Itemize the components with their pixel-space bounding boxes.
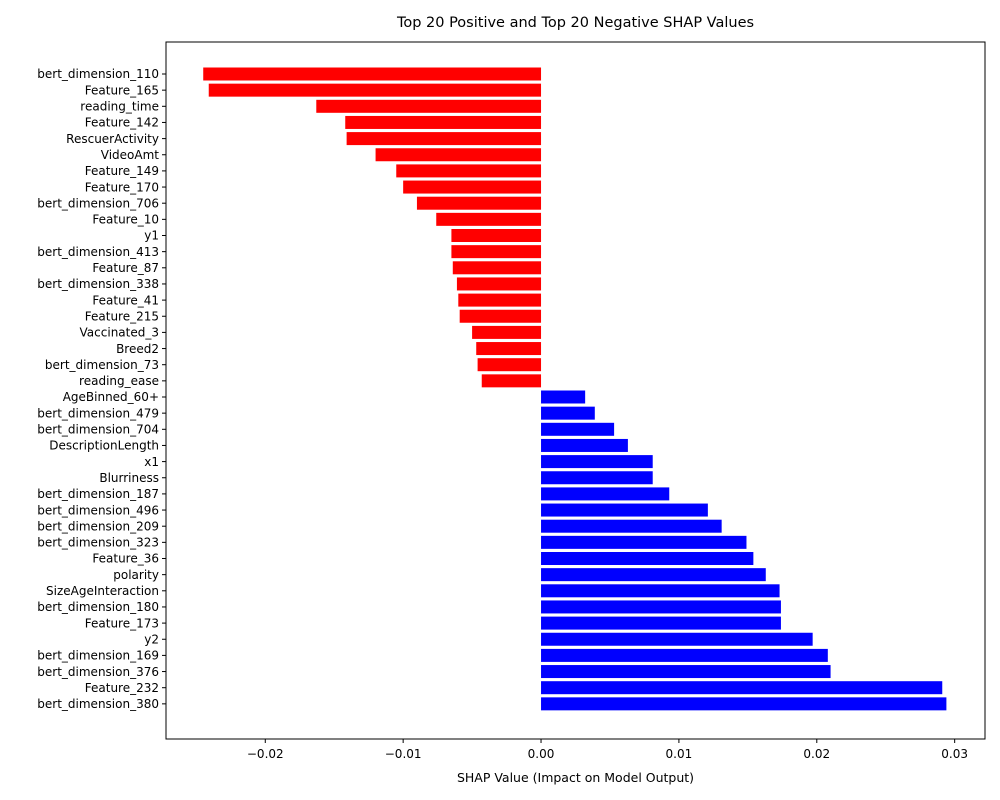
y-tick-label: reading_ease (79, 374, 159, 388)
y-tick-label: bert_dimension_73 (45, 358, 159, 372)
bar-SizeAgeInteraction (541, 584, 780, 598)
x-tick-label: 0.01 (666, 747, 693, 761)
bar-bert_dimension_380 (541, 697, 947, 711)
y-tick-label: x1 (144, 455, 159, 469)
bar-Feature_87 (452, 261, 542, 275)
bar-Feature_41 (458, 293, 542, 307)
y-tick-label: bert_dimension_209 (37, 519, 159, 533)
chart-title: Top 20 Positive and Top 20 Negative SHAP… (396, 15, 754, 31)
y-tick-label: Vaccinated_3 (80, 326, 159, 340)
bar-DescriptionLength (541, 438, 628, 452)
y-tick-label: y2 (144, 632, 159, 646)
bars-layer (203, 67, 947, 711)
bar-Feature_149 (396, 164, 542, 178)
y-tick-label: Blurriness (99, 471, 159, 485)
bar-x1 (541, 455, 653, 469)
y-tick-label: y1 (144, 229, 159, 243)
y-tick-label: bert_dimension_169 (37, 649, 159, 663)
y-tick-label: Feature_41 (92, 293, 159, 307)
y-tick-label: Feature_232 (85, 681, 159, 695)
bar-Feature_170 (403, 180, 542, 194)
y-tick-label: Feature_165 (85, 83, 159, 97)
bar-reading_time (316, 99, 542, 113)
bar-y2 (541, 632, 813, 646)
y-tick-label: bert_dimension_496 (37, 503, 159, 517)
y-tick-label: Feature_36 (92, 552, 159, 566)
bar-bert_dimension_496 (541, 503, 708, 517)
bar-reading_ease (481, 374, 542, 388)
y-tick-label: bert_dimension_323 (37, 536, 159, 550)
y-tick-label: bert_dimension_380 (37, 697, 159, 711)
bar-bert_dimension_209 (541, 519, 722, 533)
y-tick-label: AgeBinned_60+ (63, 390, 159, 404)
bar-bert_dimension_338 (456, 277, 542, 291)
bar-Feature_232 (541, 681, 943, 695)
bar-Vaccinated_3 (472, 325, 542, 339)
y-tick-label: Feature_149 (85, 164, 159, 178)
bar-Feature_173 (541, 616, 781, 630)
y-tick-label: bert_dimension_338 (37, 277, 159, 291)
y-tick-label: reading_time (80, 100, 159, 114)
x-tick-label: −0.01 (385, 747, 422, 761)
bar-bert_dimension_323 (541, 535, 747, 549)
bar-bert_dimension_413 (451, 245, 542, 259)
plot-frame (165, 41, 986, 740)
x-tick-label: 0.03 (941, 747, 968, 761)
y-tick-label: bert_dimension_704 (37, 423, 159, 437)
bar-bert_dimension_704 (541, 422, 615, 436)
y-tick-label: Feature_87 (92, 261, 159, 275)
y-tick-label: Feature_10 (92, 213, 159, 227)
bar-bert_dimension_376 (541, 665, 831, 679)
bar-bert_dimension_187 (541, 487, 670, 501)
bar-Blurriness (541, 471, 653, 485)
bar-bert_dimension_180 (541, 600, 781, 614)
bar-Feature_215 (459, 309, 542, 323)
y-tick-label: Feature_170 (85, 180, 159, 194)
y-tick-label: DescriptionLength (49, 439, 159, 453)
bar-bert_dimension_706 (416, 196, 542, 210)
x-axis-ticks: −0.02 −0.01 0.00 0.01 0.02 0.03 (247, 739, 968, 761)
y-tick-label: bert_dimension_413 (37, 245, 159, 259)
bar-VideoAmt (375, 148, 542, 162)
y-tick-label: RescuerActivity (66, 132, 159, 146)
bar-bert_dimension_73 (477, 358, 542, 372)
bar-RescuerActivity (346, 132, 542, 146)
bar-Feature_142 (345, 115, 542, 129)
bar-polarity (541, 568, 766, 582)
y-tick-label: Feature_142 (85, 116, 159, 130)
x-tick-label: 0.00 (528, 747, 555, 761)
y-tick-label: bert_dimension_110 (37, 67, 159, 81)
y-tick-label: SizeAgeInteraction (46, 584, 159, 598)
y-tick-label: bert_dimension_479 (37, 406, 159, 420)
y-tick-label: Breed2 (116, 342, 159, 356)
y-tick-label: polarity (113, 568, 159, 582)
y-tick-label: Feature_173 (85, 616, 159, 630)
y-axis-ticks: bert_dimension_110 Feature_165 reading_tim… (37, 67, 166, 711)
bar-bert_dimension_110 (203, 67, 542, 81)
x-tick-label: 0.02 (803, 747, 830, 761)
bar-Feature_10 (436, 212, 542, 226)
bar-Feature_36 (541, 552, 754, 565)
x-axis-label: SHAP Value (Impact on Model Output) (457, 770, 694, 785)
bar-y1 (451, 229, 542, 242)
bar-bert_dimension_479 (541, 406, 595, 420)
y-tick-label: bert_dimension_187 (37, 487, 159, 501)
bar-AgeBinned_60+ (541, 390, 586, 404)
y-tick-label: bert_dimension_180 (37, 600, 159, 614)
x-tick-label: −0.02 (247, 747, 284, 761)
bar-Breed2 (476, 342, 542, 356)
y-tick-label: VideoAmt (101, 148, 160, 162)
bar-bert_dimension_169 (541, 648, 828, 662)
y-tick-label: bert_dimension_376 (37, 665, 159, 679)
bar-Feature_165 (208, 83, 542, 97)
y-tick-label: Feature_215 (85, 309, 159, 323)
y-tick-label: bert_dimension_706 (37, 196, 159, 210)
